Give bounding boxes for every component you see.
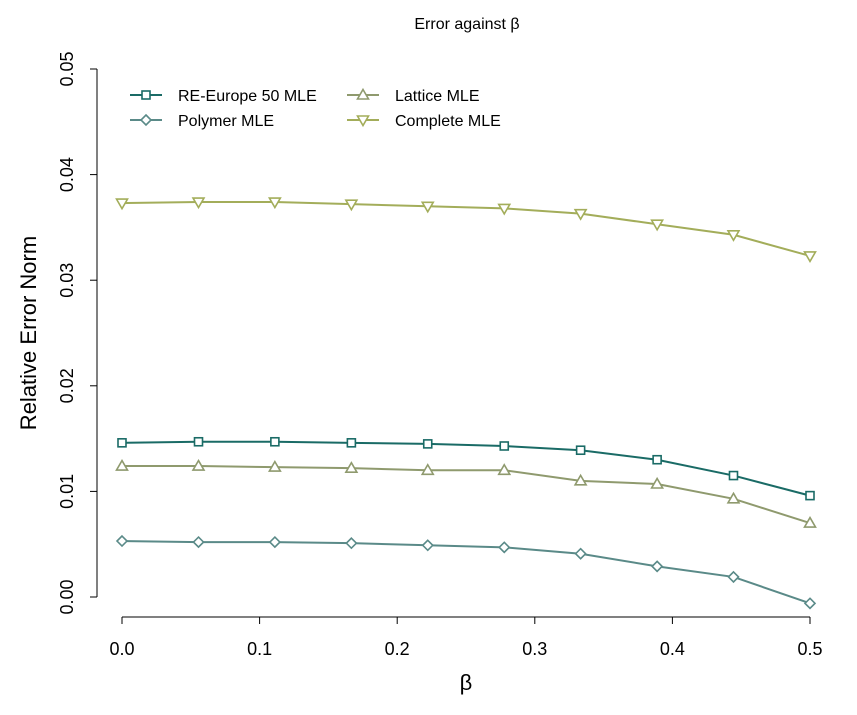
data-point xyxy=(270,436,280,447)
legend-label: Lattice MLE xyxy=(395,88,479,105)
data-point xyxy=(574,547,587,560)
data-point xyxy=(497,463,512,476)
data-point xyxy=(573,208,588,221)
series-line xyxy=(121,540,811,605)
y-tick-label: 0.03 xyxy=(57,263,77,298)
data-point xyxy=(344,199,359,212)
data-point xyxy=(115,198,129,211)
data-point xyxy=(726,229,741,242)
x-tick-label: 0.4 xyxy=(660,639,685,659)
data-point xyxy=(115,534,129,548)
y-tick-label: 0.00 xyxy=(57,579,77,614)
data-point xyxy=(652,454,662,465)
data-point xyxy=(575,445,586,456)
data-point xyxy=(421,539,434,552)
x-axis-label: β xyxy=(460,670,473,695)
data-point xyxy=(191,458,206,471)
data-point xyxy=(139,113,153,127)
legend: RE-Europe 50 MLE Polymer MLE Lattice MLE Co… xyxy=(130,87,501,130)
data-point xyxy=(356,115,370,128)
legend-label: Polymer MLE xyxy=(178,113,274,130)
data-point xyxy=(727,570,740,584)
data-point xyxy=(726,491,741,504)
x-tick-label: 0.1 xyxy=(247,639,272,659)
data-point xyxy=(117,438,127,448)
data-point xyxy=(499,441,510,451)
y-axis-label: Relative Error Norm xyxy=(16,236,41,430)
series-lattice-mle xyxy=(115,458,817,528)
data-point xyxy=(267,460,282,472)
data-point xyxy=(356,87,370,100)
data-point xyxy=(728,470,739,481)
data-point xyxy=(344,461,359,473)
series-complete-mle xyxy=(115,197,817,264)
data-point xyxy=(345,537,358,550)
data-point xyxy=(422,439,433,449)
data-point xyxy=(346,438,357,448)
data-point xyxy=(498,541,511,554)
series-line xyxy=(122,465,811,525)
data-point xyxy=(803,597,817,610)
data-point xyxy=(192,535,205,549)
data-point xyxy=(805,490,815,501)
x-tick-label: 0.3 xyxy=(522,639,547,659)
chart-title: Error against β xyxy=(414,16,519,33)
x-tick-label: 0.2 xyxy=(385,639,410,659)
axes: 0.0 0.1 0.2 0.3 0.4 0.5 0.00 0.01 0.02 0.03 0.04 0.… xyxy=(57,51,823,659)
data-point xyxy=(497,203,512,216)
y-tick-label: 0.02 xyxy=(57,368,77,403)
series-re-europe-50-mle xyxy=(117,436,815,501)
data-point xyxy=(803,515,817,528)
y-tick-label: 0.01 xyxy=(57,474,77,509)
series-line xyxy=(121,440,811,497)
data-point xyxy=(573,473,588,486)
series-line xyxy=(121,201,811,257)
y-tick-label: 0.05 xyxy=(57,51,77,86)
data-point xyxy=(650,219,665,232)
series-polymer-mle xyxy=(115,534,817,610)
data-point xyxy=(268,535,282,549)
legend-label: RE-Europe 50 MLE xyxy=(178,88,317,105)
data-point xyxy=(650,476,665,489)
legend-item: Polymer MLE xyxy=(130,113,274,130)
series-layer xyxy=(115,197,817,610)
legend-label: Complete MLE xyxy=(395,113,501,130)
data-point xyxy=(191,197,206,210)
data-point xyxy=(420,201,435,214)
data-point xyxy=(650,560,664,573)
data-point xyxy=(115,458,129,471)
legend-item: Complete MLE xyxy=(347,113,501,130)
data-point xyxy=(193,436,204,447)
y-tick-label: 0.04 xyxy=(57,157,77,192)
legend-item: RE-Europe 50 MLE xyxy=(130,88,317,105)
x-tick-label: 0.0 xyxy=(109,639,134,659)
data-point xyxy=(420,463,435,476)
data-point xyxy=(803,251,817,264)
data-point xyxy=(141,90,151,100)
x-tick-label: 0.5 xyxy=(797,639,822,659)
legend-item: Lattice MLE xyxy=(347,87,479,105)
data-point xyxy=(267,197,282,210)
